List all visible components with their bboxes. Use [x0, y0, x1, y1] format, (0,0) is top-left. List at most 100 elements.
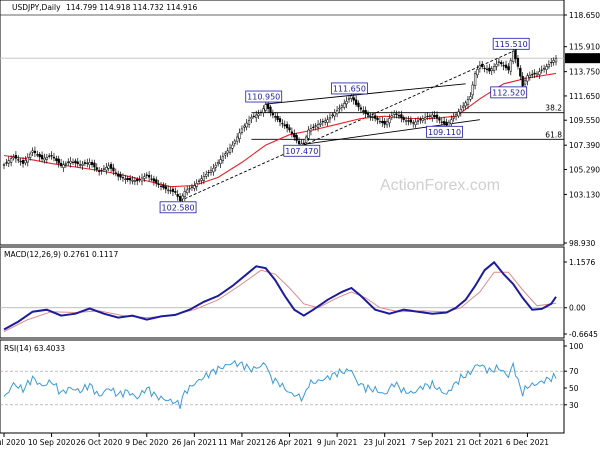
- candle-body: [209, 169, 213, 173]
- moving-average-line: [3, 72, 557, 188]
- rsi-title: RSI(14) 63.4033: [4, 344, 65, 353]
- candle-body: [404, 120, 408, 122]
- candle-body: [136, 178, 139, 182]
- candle-body: [164, 186, 167, 190]
- candle-body: [509, 60, 512, 72]
- candle-body: [259, 111, 263, 113]
- candle-body: [45, 156, 48, 160]
- price-annotation-label: 115.510: [495, 40, 528, 49]
- candle-body: [216, 162, 220, 165]
- candle-body: [252, 115, 255, 118]
- candle-body: [378, 121, 382, 123]
- candle-body: [504, 64, 508, 69]
- candle-body: [236, 136, 239, 142]
- candle-body: [33, 150, 37, 154]
- candle-body: [233, 140, 236, 144]
- fib-level-label: 38.2: [545, 104, 562, 113]
- candle-body: [200, 178, 203, 181]
- candle-body: [376, 117, 379, 121]
- candle-body: [438, 118, 441, 121]
- candle-body: [43, 157, 46, 161]
- candle-body: [178, 196, 182, 201]
- candle-body: [345, 100, 348, 105]
- candle-body: [538, 71, 541, 75]
- candle-body: [231, 144, 234, 149]
- candle-body: [197, 180, 201, 182]
- candle-body: [71, 161, 75, 163]
- candle-body: [293, 133, 296, 138]
- candle-body: [86, 162, 89, 164]
- candle-body: [385, 121, 389, 126]
- candle-body: [145, 174, 148, 176]
- candle-body: [443, 121, 446, 124]
- candle-body: [202, 176, 206, 181]
- candle-body: [488, 67, 491, 72]
- candle-body: [48, 155, 51, 157]
- candle-body: [102, 168, 106, 170]
- candle-body: [471, 84, 474, 96]
- candle-body: [255, 114, 258, 118]
- candle-body: [550, 62, 553, 64]
- candle-body: [74, 160, 77, 164]
- candle-body: [250, 117, 253, 120]
- macd-y-tick-label: -0.6645: [569, 330, 598, 339]
- candle-body: [357, 102, 360, 108]
- price-panel-frame: [0, 0, 565, 246]
- macd-panel-frame: [0, 246, 565, 339]
- candle-body: [88, 162, 91, 165]
- current-price-label: 114.916: [567, 54, 598, 63]
- price-annotation-box: [159, 201, 197, 214]
- candle-body: [83, 162, 87, 164]
- candle-body: [426, 115, 429, 117]
- candle-body: [297, 140, 301, 145]
- candle-body: [497, 61, 501, 63]
- candle-body: [240, 128, 244, 133]
- x-tick-label: 26 Oct 2020: [76, 438, 123, 447]
- rsi-y-tick-label: 30: [569, 401, 579, 410]
- price-annotation-label: 102.580: [162, 203, 195, 212]
- candle-body: [309, 128, 313, 132]
- candle-body: [238, 132, 241, 139]
- candle-body: [514, 49, 517, 60]
- candle-body: [26, 156, 29, 163]
- price-annotation-box: [490, 86, 528, 99]
- candle-body: [476, 69, 479, 76]
- candle-body: [264, 104, 267, 111]
- candle-body: [364, 110, 367, 115]
- candle-body: [38, 154, 41, 158]
- candle-body: [128, 178, 132, 181]
- candle-body: [347, 98, 351, 100]
- candle-body: [540, 69, 543, 71]
- candle-body: [526, 75, 529, 82]
- ohlc-label: 114.799 114.918 114.732 114.916: [66, 3, 197, 12]
- candle-body: [343, 103, 346, 108]
- candle-body: [188, 188, 191, 190]
- candle-body: [302, 142, 305, 145]
- price-annotation-label: 109.110: [428, 128, 461, 137]
- candle-body: [274, 116, 277, 118]
- candle-body: [7, 160, 10, 164]
- candle-body: [76, 161, 79, 165]
- candle-body: [226, 150, 229, 154]
- candle-body: [369, 115, 372, 118]
- candle-body: [331, 114, 334, 117]
- candle-body: [388, 118, 391, 124]
- x-tick-label: 9 Jun 2021: [317, 438, 358, 447]
- candle-body: [195, 182, 198, 187]
- rsi-y-tick-label: 50: [569, 384, 579, 393]
- candle-body: [221, 156, 225, 161]
- candle-body: [93, 162, 96, 168]
- candle-body: [473, 73, 477, 86]
- candle-body: [412, 122, 415, 124]
- candle-body: [147, 174, 151, 178]
- candle-body: [36, 154, 39, 156]
- candle-body: [393, 112, 396, 115]
- macd-y-tick-label: 1.1576: [569, 258, 595, 267]
- candle-body: [326, 119, 329, 123]
- candle-body: [321, 121, 324, 123]
- candle-body: [402, 117, 405, 120]
- candle-body: [366, 112, 370, 116]
- candle-body: [50, 155, 53, 157]
- candle-body: [181, 195, 184, 200]
- candle-body: [552, 59, 555, 63]
